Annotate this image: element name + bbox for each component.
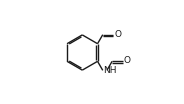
Text: O: O [124, 56, 131, 65]
Text: O: O [115, 30, 122, 39]
Text: NH: NH [103, 66, 117, 75]
